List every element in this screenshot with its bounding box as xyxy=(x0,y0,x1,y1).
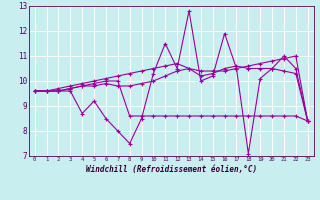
X-axis label: Windchill (Refroidissement éolien,°C): Windchill (Refroidissement éolien,°C) xyxy=(86,165,257,174)
